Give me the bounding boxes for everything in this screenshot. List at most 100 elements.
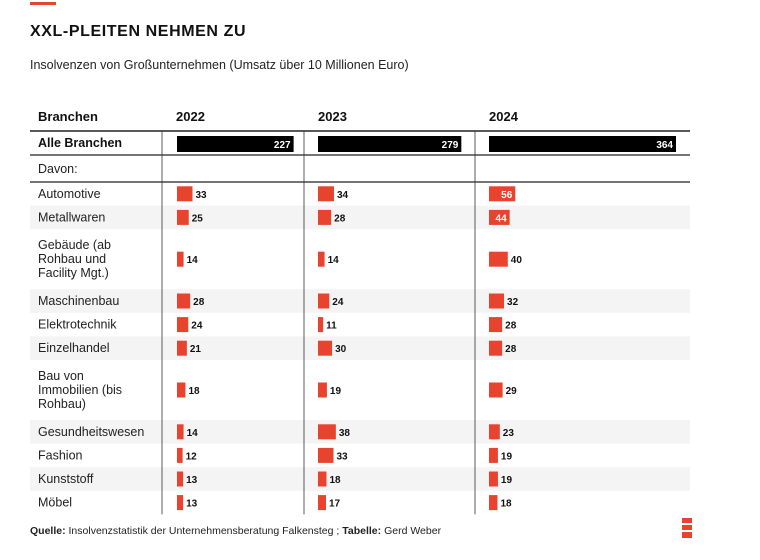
chart-title: XXL-PLEITEN NEHMEN ZU: [30, 23, 247, 40]
bar-value-label: 24: [191, 321, 203, 332]
total-value-label-2022: 227: [274, 140, 291, 151]
bar-value-label: 28: [193, 297, 205, 308]
bar-value-label: 18: [329, 475, 341, 486]
bar: [489, 495, 498, 511]
bar-value-label: 12: [186, 451, 198, 462]
row-label: Maschinenbau: [38, 294, 119, 308]
bar: [489, 447, 498, 463]
bar: [177, 209, 189, 225]
davon-label: Davon:: [38, 162, 78, 176]
row-label: Rohbau): [38, 397, 86, 411]
bar: [489, 317, 503, 333]
bar: [177, 293, 191, 309]
bar-value-label: 11: [326, 321, 337, 332]
bar-value-label: 33: [196, 190, 208, 201]
bar: [318, 495, 326, 511]
accent-line: [30, 2, 56, 5]
bar: [318, 471, 327, 487]
source-label: Quelle:: [30, 525, 66, 537]
bar-value-label: 14: [187, 428, 199, 439]
bar-value-label: 56: [501, 190, 513, 201]
bar: [318, 186, 334, 202]
bar: [489, 293, 505, 309]
row-label: Facility Mgt.): [38, 266, 109, 280]
bar: [177, 471, 184, 487]
bar: [177, 186, 193, 202]
bar-value-label: 30: [335, 344, 347, 355]
bar-value-label: 38: [339, 428, 351, 439]
total-bar-2024: [489, 136, 676, 152]
row-stripe: [30, 420, 690, 444]
total-row-label: Alle Branchen: [38, 136, 122, 150]
bar: [318, 340, 333, 356]
bar: [177, 382, 186, 398]
bar: [318, 317, 324, 333]
bar-value-label: 29: [506, 386, 518, 397]
column-header-branchen: Branchen: [38, 109, 98, 124]
bar: [177, 340, 187, 356]
source-note: Quelle: Insolvenzstatistik der Unternehm…: [30, 525, 441, 537]
column-header-2022: 2022: [176, 109, 205, 124]
bar: [177, 424, 184, 440]
bar: [318, 251, 325, 267]
bar-value-label: 19: [501, 475, 513, 486]
row-label: Rohbau und: [38, 252, 106, 266]
bar-value-label: 23: [503, 428, 515, 439]
total-value-label-2024: 364: [656, 140, 673, 151]
bar-value-label: 32: [507, 297, 519, 308]
bar: [177, 317, 189, 333]
bar-value-label: 14: [187, 255, 199, 266]
bar-value-label: 17: [329, 499, 341, 510]
bar-value-label: 28: [505, 321, 517, 332]
bar: [489, 209, 510, 225]
bar-value-label: 13: [186, 475, 198, 486]
bar-value-label: 13: [186, 499, 198, 510]
bar-value-label: 28: [334, 213, 346, 224]
bar-value-label: 19: [330, 386, 342, 397]
bar-value-label: 40: [511, 255, 523, 266]
row-stripe: [30, 289, 690, 313]
row-stripe: [30, 336, 690, 360]
total-bar-2022: [177, 136, 294, 152]
bar-value-label: 18: [188, 386, 200, 397]
bar-value-label: 24: [332, 297, 344, 308]
bar: [489, 340, 503, 356]
table-credit-text: Gerd Weber: [381, 525, 442, 537]
row-label: Automotive: [38, 187, 101, 201]
row-label: Elektrotechnik: [38, 318, 117, 332]
bar: [489, 424, 500, 440]
bar-value-label: 28: [505, 344, 517, 355]
bar: [318, 209, 332, 225]
bar: [177, 447, 183, 463]
row-label: Immobilien (bis: [38, 383, 122, 397]
row-label: Möbel: [38, 496, 72, 510]
bar: [489, 251, 508, 267]
bar: [318, 382, 327, 398]
brand-logo-icon: [682, 518, 692, 538]
bar: [318, 447, 334, 463]
row-label: Bau von: [38, 369, 84, 383]
total-bar-2023: [318, 136, 462, 152]
column-header-2023: 2023: [318, 109, 347, 124]
bar-value-label: 34: [337, 190, 349, 201]
bar: [177, 251, 184, 267]
bar-value-label: 44: [496, 213, 508, 224]
row-stripe: [30, 467, 690, 491]
row-label: Fashion: [38, 448, 83, 462]
row-label: Gesundheitswesen: [38, 425, 144, 439]
row-stripe: [30, 205, 690, 230]
total-value-label-2023: 279: [442, 140, 459, 151]
source-text: Insolvenzstatistik der Unternehmensberat…: [65, 525, 343, 537]
row-label: Kunststoff: [38, 472, 94, 486]
bar: [177, 495, 184, 511]
bar-value-label: 33: [337, 451, 349, 462]
row-label: Metallwaren: [38, 210, 105, 224]
bar: [489, 382, 503, 398]
row-label: Gebäude (ab: [38, 238, 111, 252]
bar: [489, 186, 516, 202]
chart-subtitle: Insolvenzen von Großunternehmen (Umsatz …: [30, 58, 409, 72]
table-credit-label: Tabelle:: [342, 525, 382, 537]
column-header-2024: 2024: [489, 109, 519, 124]
bar: [318, 293, 330, 309]
